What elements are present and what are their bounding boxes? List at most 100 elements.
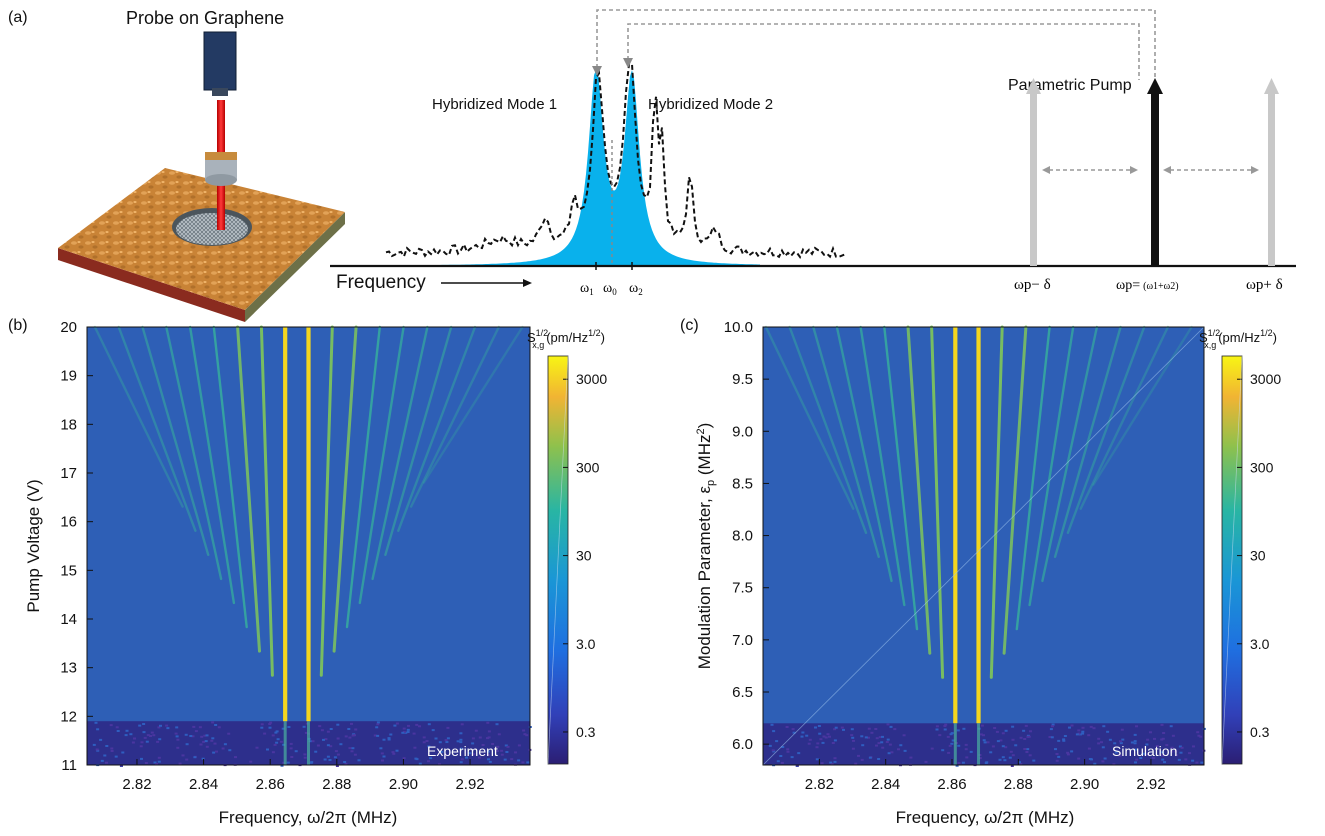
noise-speckle	[213, 742, 217, 745]
noise-speckle	[150, 731, 154, 734]
noise-speckle	[266, 748, 269, 751]
panel-c-label: (c)	[680, 317, 699, 334]
cb-b-close: )	[601, 330, 605, 345]
noise-speckle	[1026, 748, 1030, 751]
noise-speckle	[287, 726, 291, 728]
sideband-line	[1066, 325, 1146, 534]
y-tick-label: 7.5	[732, 580, 753, 597]
noise-speckle	[1119, 740, 1122, 743]
noise-speckle	[946, 735, 950, 738]
noise-speckle	[991, 745, 995, 748]
sideband-line	[1015, 325, 1051, 631]
y-tick-label: 20	[60, 319, 77, 336]
noise-speckle	[1057, 739, 1061, 742]
y-tick-label: 14	[60, 611, 77, 628]
noise-speckle	[888, 743, 892, 746]
noise-speckle	[1087, 747, 1091, 750]
noise-speckle	[943, 725, 947, 727]
spectrum-fill	[430, 70, 760, 266]
noise-speckle	[185, 758, 189, 761]
feedback-arrowhead-2	[623, 58, 633, 68]
noise-speckle	[779, 755, 783, 757]
experiment-annotation: Experiment	[427, 743, 498, 759]
noise-speckle	[961, 761, 965, 764]
noise-speckle	[1165, 744, 1169, 747]
colorbar-diagonal-artifact	[1221, 355, 1243, 765]
noise-speckle	[924, 760, 928, 763]
noise-speckle	[1101, 746, 1105, 749]
noise-speckle	[1188, 752, 1191, 755]
noise-speckle	[935, 725, 939, 728]
noise-speckle	[828, 735, 831, 738]
noise-speckle	[842, 728, 845, 731]
sim-ylabel-close: )	[695, 423, 714, 429]
pump-center-sub: (ω1+ω2)	[1143, 281, 1178, 292]
noise-speckle	[348, 747, 352, 750]
pump-center-label: ωp= (ω1+ω2)	[1116, 278, 1179, 293]
noise-speckle	[1178, 745, 1182, 748]
noise-speckle	[881, 735, 884, 738]
noise-speckle	[1004, 746, 1008, 749]
noise-speckle	[459, 741, 463, 744]
noise-speckle	[491, 743, 495, 745]
noise-speckle	[438, 741, 442, 744]
omega2-sub: 2	[638, 287, 643, 297]
noise-speckle	[376, 721, 380, 724]
noise-speckle	[336, 753, 340, 756]
noise-speckle	[899, 744, 903, 747]
noise-speckle	[1081, 730, 1085, 733]
noise-speckle	[115, 726, 119, 729]
noise-speckle	[354, 728, 358, 731]
noise-speckle	[522, 729, 526, 732]
panel-b-label: (b)	[8, 317, 28, 334]
sim-ylabel-unit-sup: 2	[695, 428, 707, 434]
noise-speckle	[273, 743, 277, 746]
noise-speckle	[380, 752, 384, 755]
omega-ticks: ω1 ω0 ω2	[580, 262, 643, 297]
noise-speckle	[281, 727, 285, 730]
noise-speckle	[1114, 751, 1118, 754]
noise-speckle	[344, 762, 348, 765]
noise-speckle	[275, 730, 279, 733]
x-tick-label: 2.90	[1070, 776, 1099, 793]
probe-title: Probe on Graphene	[126, 8, 284, 28]
noise-speckle	[268, 726, 272, 729]
noise-speckle	[957, 744, 961, 747]
noise-speckle	[943, 728, 947, 731]
noise-speckle	[465, 756, 468, 759]
noise-speckle	[1032, 759, 1036, 762]
noise-speckle	[1048, 736, 1052, 738]
noise-speckle	[1062, 738, 1066, 741]
noise-speckle	[800, 735, 804, 738]
noise-speckle	[850, 734, 854, 737]
noise-speckle	[393, 724, 397, 727]
noise-speckle	[1102, 725, 1106, 728]
noise-speckle	[833, 728, 837, 731]
noise-speckle	[402, 727, 406, 730]
noise-speckle	[274, 731, 278, 734]
noise-speckle	[157, 726, 161, 729]
cb-c-unit-sup: 1/2	[1260, 328, 1273, 338]
x-tick-label: 2.84	[871, 776, 900, 793]
noise-speckle	[478, 736, 482, 739]
noise-speckle	[146, 734, 150, 737]
noise-speckle	[791, 728, 795, 731]
sideband-line	[1079, 325, 1170, 510]
noise-speckle	[333, 756, 337, 759]
omega0-label: ω	[603, 281, 612, 296]
sideband-line	[384, 325, 453, 556]
sideband-line	[422, 325, 524, 484]
noise-speckle	[260, 726, 264, 729]
sim-ylabel-main: Modulation Parameter, ε	[695, 486, 714, 670]
noise-speckle	[824, 736, 828, 739]
mode1-label: Hybridized Mode 1	[432, 96, 557, 113]
noise-speckle	[376, 734, 380, 737]
noise-speckle	[149, 735, 152, 737]
colorbar-tick-label: 30	[576, 548, 592, 564]
noise-speckle	[860, 758, 864, 761]
noise-speckle	[406, 728, 410, 731]
noise-speckle	[487, 758, 490, 761]
simulation-colorbar-ticks: 3000 300 30 3.0 0.3	[1221, 355, 1281, 765]
noise-speckle	[402, 757, 406, 760]
noise-speckle	[155, 763, 158, 765]
